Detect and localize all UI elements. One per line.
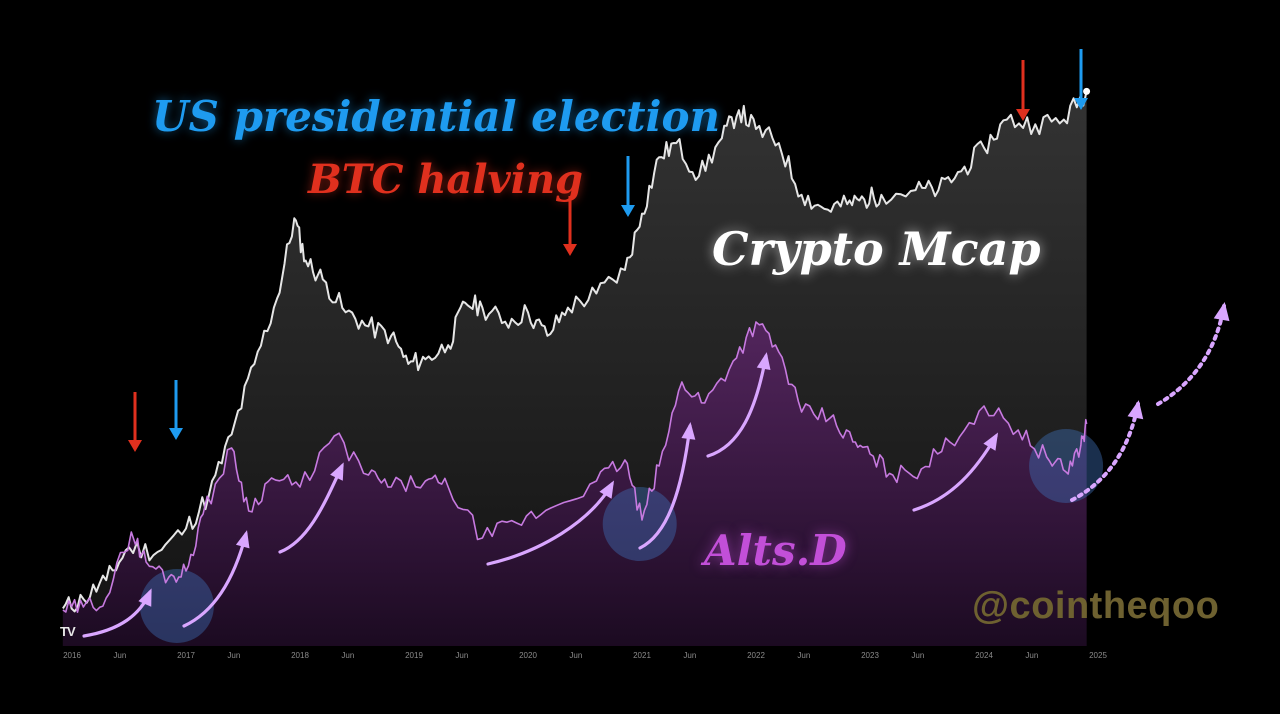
- x-tick-label: Jun: [341, 651, 354, 660]
- trend-arrowhead: [330, 462, 344, 481]
- halving-label: BTC halving: [308, 156, 584, 203]
- x-tick-label: Jun: [1025, 651, 1038, 660]
- x-tick-label: Jun: [455, 651, 468, 660]
- mcap-end-point: [1083, 87, 1091, 95]
- trend-arrow: [486, 482, 614, 566]
- projection-arrowhead: [1213, 302, 1230, 322]
- mcap-line: [62, 91, 1088, 613]
- projection-arrowhead: [1127, 400, 1144, 420]
- election-arrow-head: [621, 205, 635, 217]
- x-tick-label: 2023: [861, 651, 879, 660]
- trend-arrowhead: [681, 422, 696, 440]
- trend-arrowhead: [235, 530, 250, 549]
- trend-arrow: [706, 354, 768, 458]
- trend-arrow: [182, 532, 248, 628]
- x-tick-label: 2025: [1089, 651, 1107, 660]
- x-tick-label: Jun: [683, 651, 696, 660]
- highlight-circle: [1029, 429, 1104, 503]
- x-tick-label: Jun: [911, 651, 924, 660]
- x-tick-label: Jun: [797, 651, 810, 660]
- election-arrow-head: [169, 428, 183, 440]
- x-tick-label: Jun: [227, 651, 240, 660]
- trend-arrowhead: [138, 588, 152, 607]
- halving-arrow-head: [1016, 109, 1030, 121]
- alts-area: [62, 322, 1087, 646]
- trend-arrowhead: [983, 432, 999, 451]
- election-label: US presidential election: [152, 92, 721, 141]
- x-tick-label: 2016: [63, 651, 81, 660]
- highlight-circle: [139, 569, 214, 643]
- watermark: @cointheqoo: [972, 585, 1220, 627]
- projection-arrow: [1070, 402, 1140, 502]
- x-tick-label: 2020: [519, 651, 537, 660]
- x-tick-label: 2024: [975, 651, 993, 660]
- x-tick-label: Jun: [113, 651, 126, 660]
- x-tick-label: 2021: [633, 651, 651, 660]
- trend-arrowhead: [756, 352, 771, 371]
- projection-arrow: [1156, 304, 1226, 406]
- halving-arrow-head: [128, 440, 142, 452]
- alts-label: Alts.D: [704, 526, 847, 575]
- mcap-label: Crypto Mcap: [712, 222, 1041, 276]
- x-tick-label: 2022: [747, 651, 765, 660]
- x-tick-label: Jun: [569, 651, 582, 660]
- highlight-circle: [602, 487, 677, 561]
- tradingview-logo: TV: [60, 624, 76, 639]
- x-tick-label: 2019: [405, 651, 423, 660]
- x-tick-label: 2017: [177, 651, 195, 660]
- trend-arrowhead: [599, 480, 615, 499]
- halving-arrow-head: [563, 244, 577, 256]
- x-tick-label: 2018: [291, 651, 309, 660]
- election-arrow-head: [1074, 98, 1088, 110]
- alts-line: [62, 321, 1088, 613]
- trend-arrow: [638, 424, 692, 550]
